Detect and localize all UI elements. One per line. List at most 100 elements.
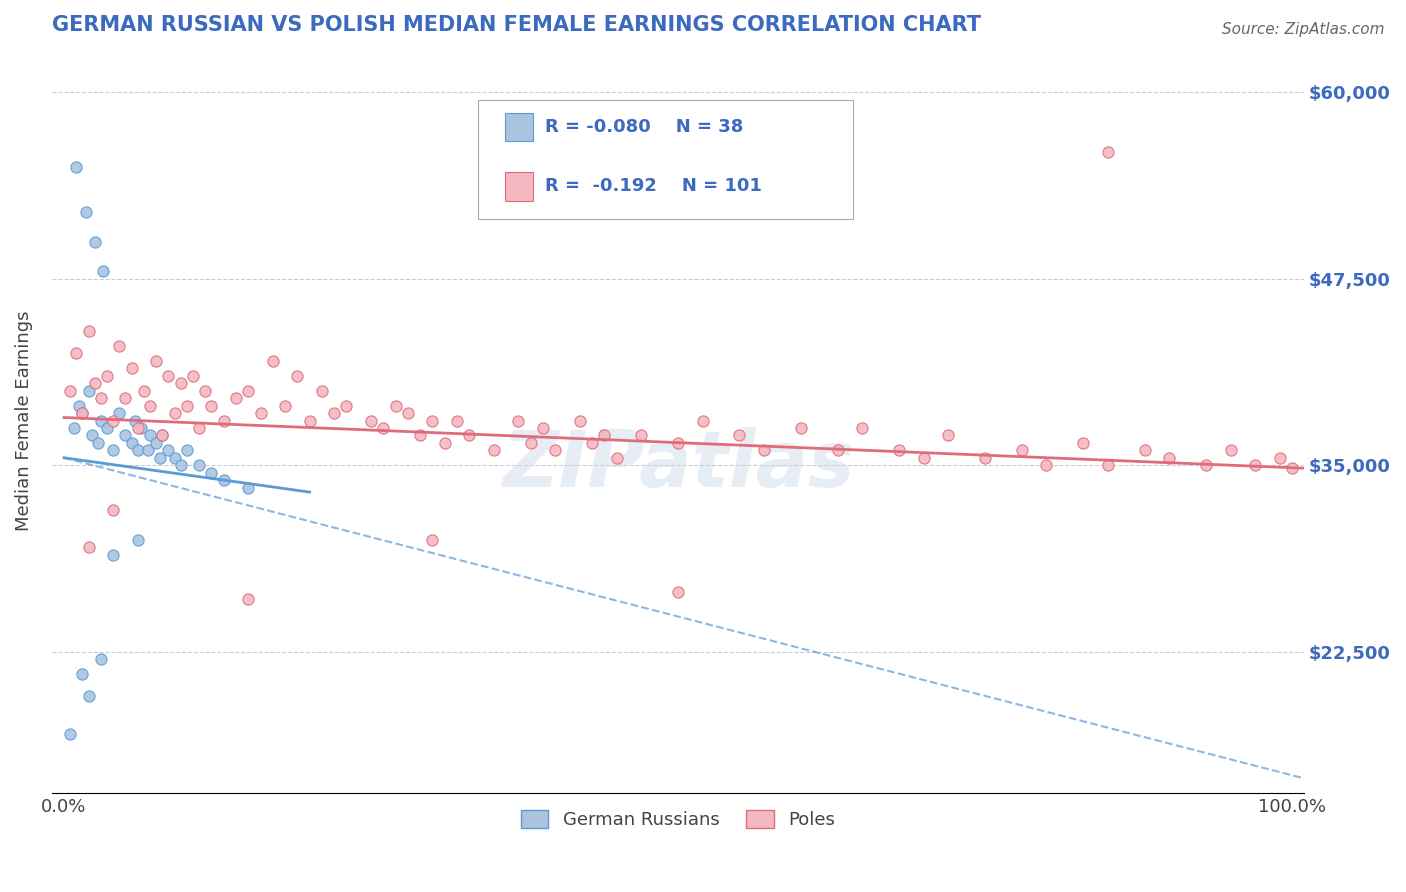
Point — [912, 450, 935, 465]
Point — [96, 368, 118, 383]
Point — [373, 421, 395, 435]
Point — [77, 690, 100, 704]
Point — [433, 436, 456, 450]
Point — [666, 585, 689, 599]
FancyBboxPatch shape — [478, 100, 853, 219]
Point — [249, 406, 271, 420]
Point — [150, 428, 173, 442]
Point — [96, 421, 118, 435]
Point — [176, 399, 198, 413]
Point — [59, 384, 82, 398]
Y-axis label: Median Female Earnings: Median Female Earnings — [15, 310, 32, 531]
Point — [298, 413, 321, 427]
Point — [77, 541, 100, 555]
Point — [67, 399, 90, 413]
Point — [90, 391, 112, 405]
Point — [188, 421, 211, 435]
Point — [212, 413, 235, 427]
Point — [508, 413, 530, 427]
Point — [176, 443, 198, 458]
Point — [200, 399, 222, 413]
Point — [87, 436, 110, 450]
Point — [409, 428, 432, 442]
Point — [238, 592, 260, 607]
Point — [114, 391, 136, 405]
Point — [101, 503, 124, 517]
Text: R = -0.080    N = 38: R = -0.080 N = 38 — [546, 118, 744, 136]
Point — [131, 421, 153, 435]
Point — [127, 443, 149, 458]
Point — [1281, 461, 1303, 475]
Point — [149, 450, 172, 465]
Point — [238, 481, 260, 495]
Point — [422, 413, 444, 427]
Text: Source: ZipAtlas.com: Source: ZipAtlas.com — [1222, 22, 1385, 37]
Point — [72, 667, 94, 681]
Point — [606, 450, 628, 465]
Point — [666, 436, 689, 450]
Point — [82, 428, 104, 442]
Point — [568, 413, 591, 427]
Point — [544, 443, 567, 458]
FancyBboxPatch shape — [505, 172, 533, 201]
Point — [212, 473, 235, 487]
Point — [83, 235, 105, 249]
Point — [581, 436, 603, 450]
Point — [170, 376, 193, 391]
Point — [1035, 458, 1057, 473]
Point — [1195, 458, 1218, 473]
Point — [285, 368, 308, 383]
Point — [59, 727, 82, 741]
Text: GERMAN RUSSIAN VS POLISH MEDIAN FEMALE EARNINGS CORRELATION CHART: GERMAN RUSSIAN VS POLISH MEDIAN FEMALE E… — [52, 15, 981, 35]
Point — [136, 443, 159, 458]
Point — [728, 428, 751, 442]
Point — [75, 204, 97, 219]
Point — [1268, 450, 1291, 465]
Point — [163, 406, 186, 420]
Legend: German Russians, Poles: German Russians, Poles — [515, 803, 842, 837]
Point — [90, 652, 112, 666]
Point — [145, 354, 167, 368]
Point — [65, 160, 87, 174]
Point — [108, 339, 131, 353]
Text: R =  -0.192    N = 101: R = -0.192 N = 101 — [546, 178, 762, 195]
Point — [127, 533, 149, 547]
Point — [101, 548, 124, 562]
Point — [262, 354, 284, 368]
Point — [1097, 458, 1119, 473]
Point — [593, 428, 616, 442]
Point — [482, 443, 505, 458]
Text: ZIPatlas: ZIPatlas — [502, 427, 853, 503]
Point — [101, 443, 124, 458]
Point — [974, 450, 997, 465]
Point — [132, 384, 155, 398]
Point — [170, 458, 193, 473]
Point — [827, 443, 849, 458]
Point — [384, 399, 406, 413]
Point — [77, 324, 100, 338]
Point — [1133, 443, 1156, 458]
Point — [335, 399, 357, 413]
Point — [531, 421, 554, 435]
Point — [1097, 145, 1119, 159]
Point — [181, 368, 204, 383]
Point — [145, 436, 167, 450]
Point — [1159, 450, 1181, 465]
Point — [752, 443, 775, 458]
Point — [1219, 443, 1241, 458]
Point — [519, 436, 541, 450]
Point — [77, 384, 100, 398]
Point — [157, 368, 180, 383]
Point — [851, 421, 873, 435]
Point — [1071, 436, 1094, 450]
Point — [101, 413, 124, 427]
Point — [1011, 443, 1033, 458]
Point — [91, 264, 114, 278]
Point — [139, 428, 162, 442]
Point — [458, 428, 481, 442]
Point — [422, 533, 444, 547]
Point — [225, 391, 247, 405]
Point — [72, 406, 94, 420]
Point — [63, 421, 86, 435]
Point — [887, 443, 910, 458]
